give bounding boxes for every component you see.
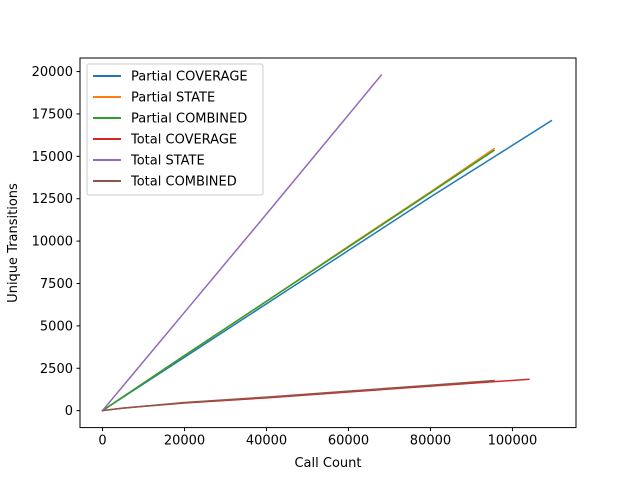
- series-layer: [101, 73, 553, 412]
- legend-label-4: Total STATE: [130, 154, 205, 169]
- series-line-0: [101, 119, 553, 412]
- series-line-2: [101, 149, 496, 412]
- series-line-4: [101, 73, 383, 412]
- y-tick-label: 5000: [40, 319, 73, 334]
- legend-frame: [86, 63, 264, 196]
- x-tick-label: 80000: [410, 434, 451, 449]
- legend-label-5: Total COMBINED: [130, 175, 237, 190]
- y-axis-label: Unique Transitions: [6, 183, 21, 303]
- legend: Partial COVERAGE Partial STATE Partial COM…: [86, 63, 264, 196]
- y-tick-label: 7500: [40, 277, 73, 292]
- legend-label-2: Partial COMBINED: [131, 112, 247, 127]
- legend-label-3: Total COVERAGE: [130, 133, 237, 148]
- y-tick-label: 17500: [32, 107, 73, 122]
- plot-frame: [79, 57, 577, 429]
- x-tick-label: 100000: [488, 434, 538, 449]
- y-tick-label: 10000: [32, 235, 73, 250]
- x-tick-label: 0: [98, 434, 106, 449]
- series-line-5: [101, 379, 495, 412]
- legend-label-0: Partial COVERAGE: [131, 70, 248, 85]
- y-tick-label: 15000: [32, 150, 73, 165]
- x-axis-label: Call Count: [294, 456, 361, 471]
- legend-label-1: Partial STATE: [131, 91, 215, 106]
- x-tick-label: 60000: [328, 434, 369, 449]
- y-tick-label: 2500: [40, 362, 73, 377]
- y-axis-ticks: 0 2500 5000 7500 10000 12500 15000 17500 20000: [32, 65, 80, 419]
- y-tick-label: 0: [65, 404, 73, 419]
- x-axis-ticks: 0 20000 40000 60000 80000 100000: [98, 427, 538, 449]
- x-tick-label: 20000: [164, 434, 205, 449]
- y-tick-label: 20000: [32, 65, 73, 80]
- y-tick-label: 12500: [32, 192, 73, 207]
- x-tick-label: 40000: [246, 434, 287, 449]
